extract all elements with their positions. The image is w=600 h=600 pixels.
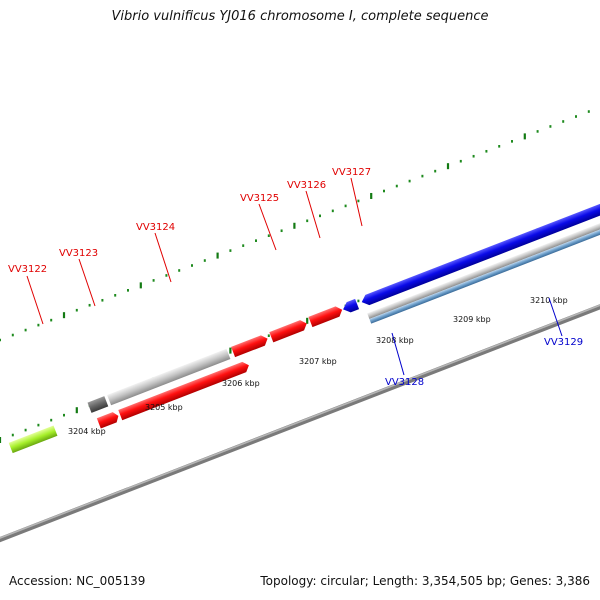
scale-label: 3204 kbp: [68, 427, 106, 436]
gene-label-vv3127: VV3127: [332, 167, 371, 178]
scale-label: 3205 kbp: [145, 403, 183, 412]
gene-reverse-vv3129: [361, 126, 600, 306]
scale-label: 3208 kbp: [376, 336, 414, 345]
gene-label-vv3126: VV3126: [287, 180, 326, 191]
gene-label-vv3129: VV3129: [544, 337, 583, 348]
gene-labels: VV3122 VV3123 VV3124 VV3125 VV3126 VV312…: [8, 167, 583, 388]
scale-label: 3209 kbp: [453, 315, 491, 324]
topology-text: Topology: circular; Length: 3,354,505 bp…: [260, 574, 590, 588]
gene-steel-long: [369, 145, 600, 324]
scale-label: 3206 kbp: [222, 379, 260, 388]
gene-label-vv3128: VV3128: [385, 377, 424, 388]
gene-forward-vv3124: [118, 361, 249, 421]
scale-ticks-upper: [0, 110, 590, 342]
gene-row-lower: [8, 139, 600, 454]
accession-text: Accession: NC_005139: [9, 574, 146, 588]
gene-label-vv3125: VV3125: [240, 193, 279, 204]
gene-label-vv3123: VV3123: [59, 248, 98, 259]
scale-labels: 3204 kbp 3205 kbp 3206 kbp 3207 kbp 3208…: [68, 296, 568, 436]
gene-forward-vv3126: [269, 320, 307, 343]
gene-leaders: [26, 177, 563, 376]
page-title: Vibrio vulnificus YJ016 chromosome I, co…: [111, 9, 489, 24]
gene-label-vv3124: VV3124: [136, 222, 175, 233]
gene-forward-vv3125: [231, 335, 268, 358]
backbone-line: [0, 159, 600, 562]
backbone: [0, 159, 600, 562]
gene-forward-vv3123: [96, 412, 119, 429]
gene-dark-grey: [87, 396, 109, 413]
gene-grey-long: [367, 139, 600, 320]
gene-row-upper: [87, 126, 600, 413]
scale-label: 3207 kbp: [299, 357, 337, 366]
gene-reverse-small: [343, 298, 360, 313]
scale-label: 3210 kbp: [530, 296, 568, 305]
gene-label-vv3122: VV3122: [8, 264, 47, 275]
gene-grey: [107, 348, 231, 406]
gene-lime: [8, 425, 58, 454]
gene-forward-vv3127: [308, 306, 343, 328]
